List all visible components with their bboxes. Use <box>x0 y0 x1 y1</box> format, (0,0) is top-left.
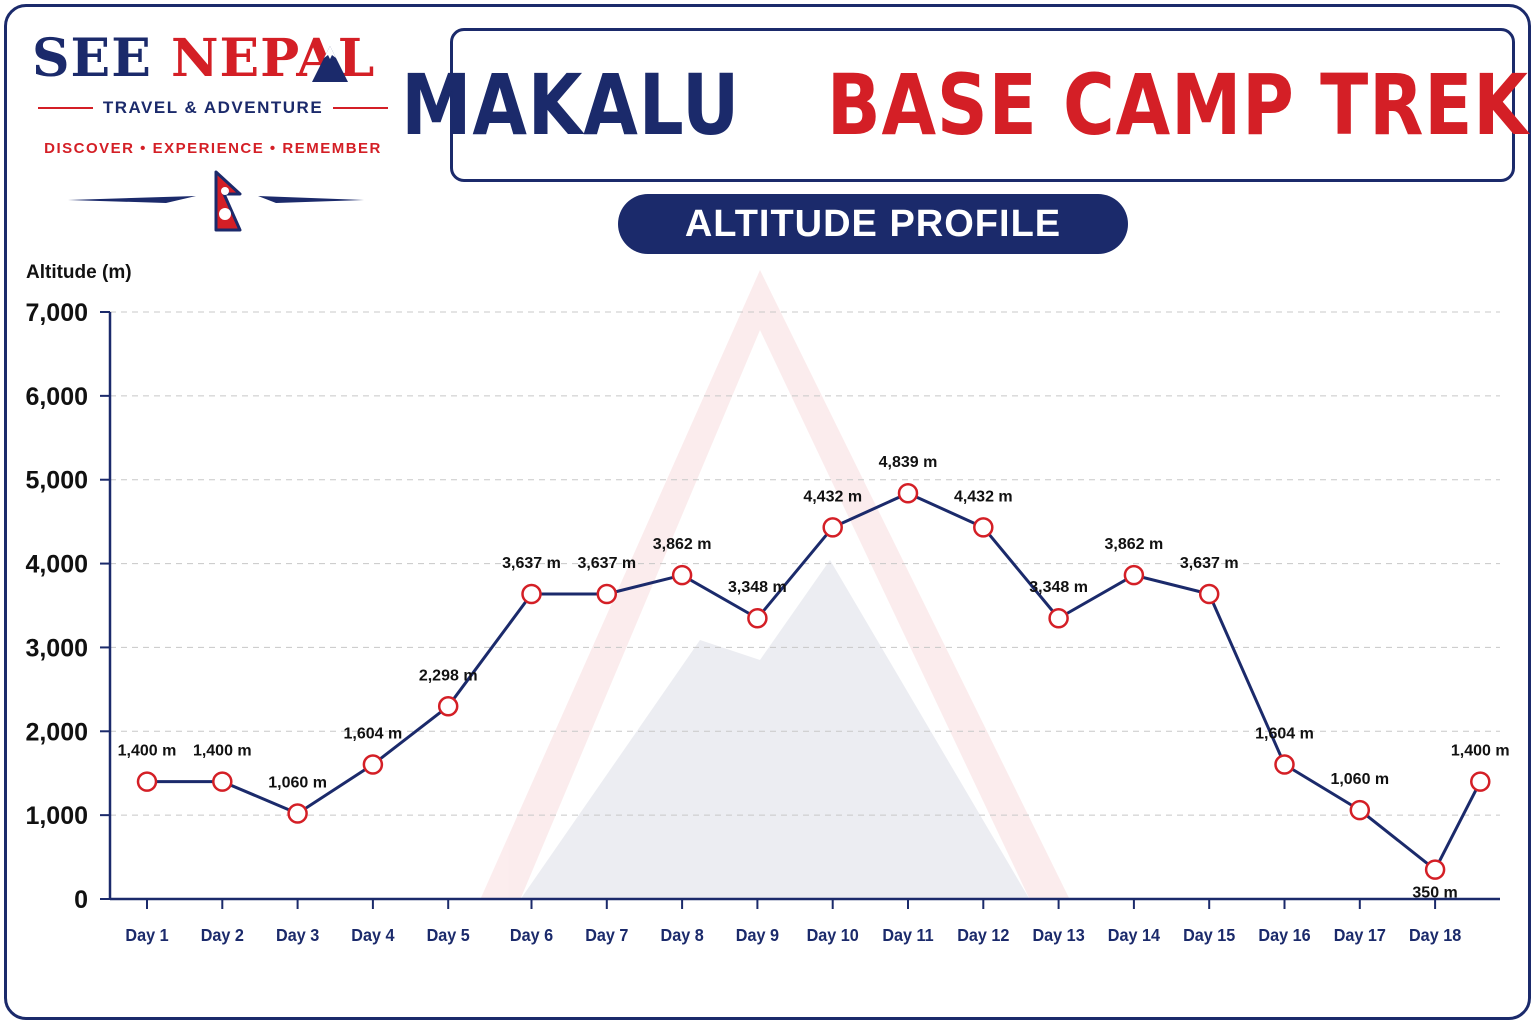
y-tick-label: 7,000 <box>25 299 88 327</box>
data-point <box>747 607 768 629</box>
tagline-row: TRAVEL & ADVENTURE <box>38 96 388 120</box>
data-label: 1,604 m <box>1255 725 1314 742</box>
data-point <box>1048 607 1069 629</box>
slogan: DISCOVER • EXPERIENCE • REMEMBER <box>44 140 382 157</box>
data-point <box>287 803 308 824</box>
data-point <box>1470 771 1491 792</box>
x-tick-label: Day 7 <box>585 925 628 945</box>
y-tick-label: 3,000 <box>25 634 88 662</box>
y-tick-label: 0 <box>74 886 88 914</box>
brand-wordmark: SEE NEPAL <box>32 28 375 89</box>
x-tick-label: Day 5 <box>427 925 471 945</box>
data-point <box>437 696 459 717</box>
data-point <box>1198 583 1220 605</box>
subtitle-pill: ALTITUDE PROFILE <box>618 194 1128 254</box>
data-label: 2,298 m <box>419 667 478 684</box>
logo: SEE NEPAL TRAVEL & ADVENTURE DISCOVER • … <box>22 22 402 232</box>
title-box: MAKALU BASE CAMP TREK <box>401 28 1528 182</box>
x-tick-label: Day 18 <box>1409 925 1461 945</box>
x-tick-label: Day 8 <box>661 925 704 945</box>
data-label: 1,604 m <box>344 725 403 742</box>
title-base-camp-trek: BASE CAMP TREK <box>827 56 1530 154</box>
x-tick-label: Day 6 <box>510 925 553 945</box>
mountain-icon <box>312 46 348 82</box>
y-tick-label: 1,000 <box>25 802 88 830</box>
x-tick-label: Day 15 <box>1183 925 1236 945</box>
tagline: TRAVEL & ADVENTURE <box>102 98 324 117</box>
x-tick-label: Day 9 <box>736 925 779 945</box>
data-label: 4,432 m <box>803 488 862 505</box>
x-tick-label: Day 13 <box>1033 925 1085 945</box>
data-point <box>671 564 693 586</box>
data-label: 3,862 m <box>1105 536 1164 553</box>
data-point <box>822 517 843 538</box>
x-tick-label: Day 16 <box>1258 925 1310 945</box>
data-point <box>1424 859 1446 880</box>
data-point <box>521 583 542 605</box>
data-point <box>1123 564 1145 586</box>
data-label: 1,060 m <box>1330 771 1389 788</box>
x-tick-label: Day 12 <box>957 925 1009 945</box>
data-point <box>1349 799 1371 821</box>
y-tick-label: 5,000 <box>25 467 88 495</box>
y-axis-label: Altitude (m) <box>26 262 132 283</box>
data-point <box>973 517 994 538</box>
data-point <box>136 771 158 792</box>
x-tick-label: Day 14 <box>1108 925 1161 945</box>
data-label: 4,839 m <box>879 454 938 471</box>
y-tick-label: 4,000 <box>25 551 88 579</box>
data-label: 3,637 m <box>502 555 561 572</box>
data-point <box>212 771 233 792</box>
x-tick-label: Day 17 <box>1334 925 1386 945</box>
data-label: 1,400 m <box>118 743 177 760</box>
data-label: 1,400 m <box>193 743 252 760</box>
data-label: 3,637 m <box>577 555 636 572</box>
data-label: 350 m <box>1412 885 1457 902</box>
data-label: 1,400 m <box>1451 743 1510 760</box>
divider <box>38 107 93 109</box>
x-tick-label: Day 2 <box>201 925 244 945</box>
x-tick-label: Day 1 <box>125 925 169 945</box>
data-label: 4,432 m <box>954 488 1013 505</box>
x-tick-label: Day 10 <box>807 925 859 945</box>
data-label: 3,637 m <box>1180 555 1239 572</box>
data-point <box>897 482 919 504</box>
x-tick-label: Day 3 <box>276 925 319 945</box>
page-frame <box>4 4 1531 1020</box>
data-point <box>362 754 384 775</box>
x-tick-label: Day 4 <box>351 925 395 945</box>
y-tick-label: 2,000 <box>25 718 88 746</box>
data-label: 1,060 m <box>268 774 327 791</box>
data-label: 3,348 m <box>1029 579 1088 596</box>
x-tick-label: Day 11 <box>882 925 934 945</box>
data-label: 3,862 m <box>653 536 712 553</box>
title-makalu: MAKALU <box>401 56 741 154</box>
data-point <box>596 583 618 605</box>
brand-see: SEE <box>32 28 152 89</box>
y-tick-label: 6,000 <box>25 383 88 411</box>
nepal-flag-icon <box>68 170 364 232</box>
divider <box>333 107 388 109</box>
data-label: 3,348 m <box>728 579 787 596</box>
data-point <box>1274 754 1295 775</box>
